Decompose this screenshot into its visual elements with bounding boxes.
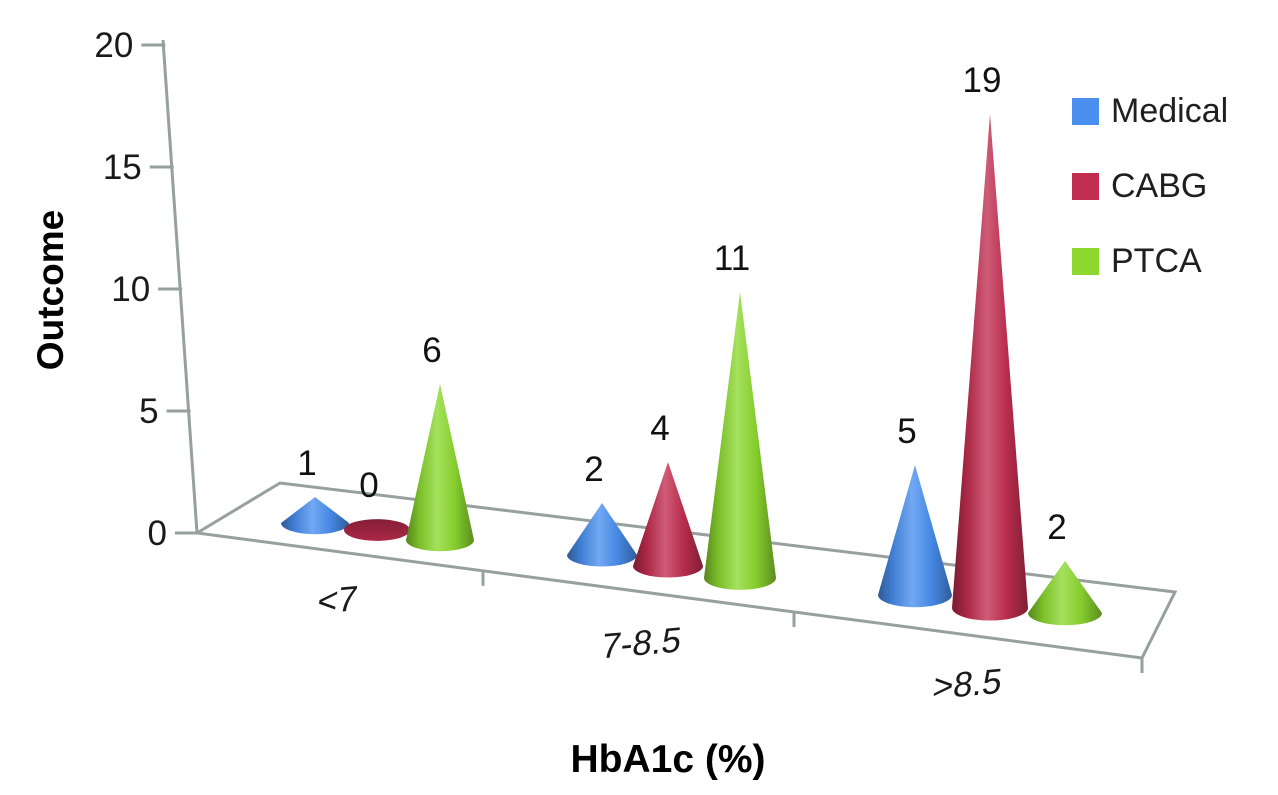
legend-label-medical: Medical [1111, 92, 1229, 130]
cone-medical-0 [281, 497, 349, 535]
cone-cabg-0 [344, 519, 410, 541]
value-label-medical-2: 5 [897, 412, 916, 451]
category-label-1: 7-8.5 [599, 620, 683, 666]
y-tick-label-15: 15 [103, 148, 142, 187]
legend-item-ptca: PTCA [1072, 244, 1228, 278]
category-label-0: <7 [315, 579, 360, 622]
legend-label-ptca: PTCA [1111, 242, 1202, 280]
y-tick-label-10: 10 [111, 270, 150, 309]
cone-medical-2 [878, 465, 952, 608]
value-label-medical-0: 1 [297, 444, 316, 483]
legend-label-cabg: CABG [1111, 167, 1208, 205]
y-axis-line [161, 39, 199, 534]
cone-cabg-1 [633, 462, 703, 578]
legend-swatch-ptca [1072, 247, 1099, 275]
y-tick-label-0: 0 [148, 514, 167, 553]
cone-medical-1 [567, 503, 637, 567]
legend-swatch-medical [1072, 97, 1099, 125]
value-label-cabg-0: 0 [359, 466, 378, 505]
y-axis-title: Outcome [30, 209, 71, 371]
value-label-ptca-2: 2 [1047, 508, 1066, 547]
x-axis-title: HbA1c (%) [570, 738, 766, 781]
legend-item-medical: Medical [1072, 94, 1228, 128]
cone-ptca-1 [704, 292, 776, 590]
cone-cabg-2 [952, 114, 1028, 621]
legend-item-cabg: CABG [1072, 169, 1228, 203]
value-label-cabg-2: 19 [963, 61, 1002, 100]
value-label-medical-1: 2 [584, 450, 603, 489]
value-label-ptca-0: 6 [422, 331, 441, 370]
cone-ptca-0 [406, 384, 474, 552]
y-tick-label-5: 5 [139, 392, 158, 431]
value-label-ptca-1: 11 [714, 239, 750, 278]
y-tick-label-20: 20 [94, 26, 133, 65]
value-label-cabg-1: 4 [650, 409, 669, 448]
category-label-2: >8.5 [931, 662, 1005, 707]
cone-ptca-2 [1028, 561, 1102, 626]
legend-swatch-cabg [1072, 172, 1099, 200]
legend: Medical CABG PTCA [1072, 94, 1228, 278]
